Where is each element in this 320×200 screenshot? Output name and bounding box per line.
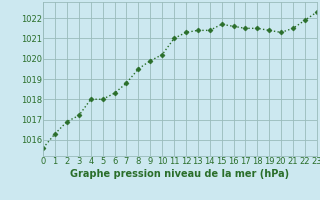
X-axis label: Graphe pression niveau de la mer (hPa): Graphe pression niveau de la mer (hPa) bbox=[70, 169, 290, 179]
